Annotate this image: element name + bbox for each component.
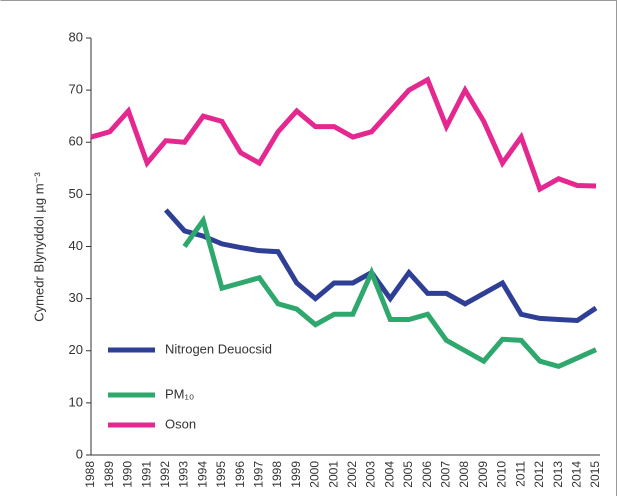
x-tick-label: 2000 [308, 461, 322, 488]
x-tick-label: 1999 [289, 461, 303, 488]
x-tick-label: 2002 [345, 461, 359, 488]
series-line [182, 214, 598, 370]
x-tick-label: 1997 [252, 461, 266, 488]
y-tick-label: 50 [69, 186, 83, 201]
x-tick-label: 2004 [382, 461, 396, 488]
legend-label: PM₁₀ [165, 386, 194, 401]
x-tick-label: 2003 [364, 461, 378, 488]
x-tick-label: 2010 [495, 461, 509, 488]
y-axis-label: Cymedr Blynyddol µg m⁻³ [31, 172, 46, 322]
x-tick-label: 2015 [588, 461, 602, 488]
x-tick-label: 1994 [195, 461, 209, 488]
y-tick-label: 40 [69, 238, 83, 253]
y-tick-label: 80 [69, 29, 83, 44]
y-tick-label: 70 [69, 82, 83, 97]
series-line [163, 208, 598, 324]
x-tick-label: 2005 [401, 461, 415, 488]
x-tick-label: 1995 [214, 461, 228, 488]
y-tick-label: 30 [69, 290, 83, 305]
legend-label: Nitrogen Deuocsid [165, 341, 272, 356]
x-tick-label: 2012 [532, 461, 546, 488]
x-tick-label: 2014 [569, 461, 583, 488]
series-line [90, 76, 597, 193]
y-tick-label: 10 [69, 394, 83, 409]
x-tick-label: 1998 [270, 461, 284, 488]
x-tick-label: 1993 [177, 461, 191, 488]
x-tick-label: 2011 [513, 461, 527, 487]
x-tick-label: 1992 [158, 461, 172, 488]
x-tick-label: 1990 [121, 461, 135, 488]
y-tick-label: 60 [69, 134, 83, 149]
x-tick-label: 2001 [326, 461, 340, 488]
y-tick-label: 20 [69, 342, 83, 357]
x-tick-label: 1989 [102, 461, 116, 488]
x-tick-label: 2009 [476, 461, 490, 488]
x-tick-label: 2008 [457, 461, 471, 488]
x-tick-label: 1988 [83, 461, 97, 488]
x-tick-label: 2013 [551, 461, 565, 488]
x-tick-label: 1991 [139, 461, 153, 488]
x-tick-label: 1996 [233, 461, 247, 488]
x-tick-label: 2006 [420, 461, 434, 488]
legend-label: Oson [165, 416, 196, 431]
x-tick-label: 2007 [439, 461, 453, 488]
y-tick-label: 0 [76, 446, 83, 461]
